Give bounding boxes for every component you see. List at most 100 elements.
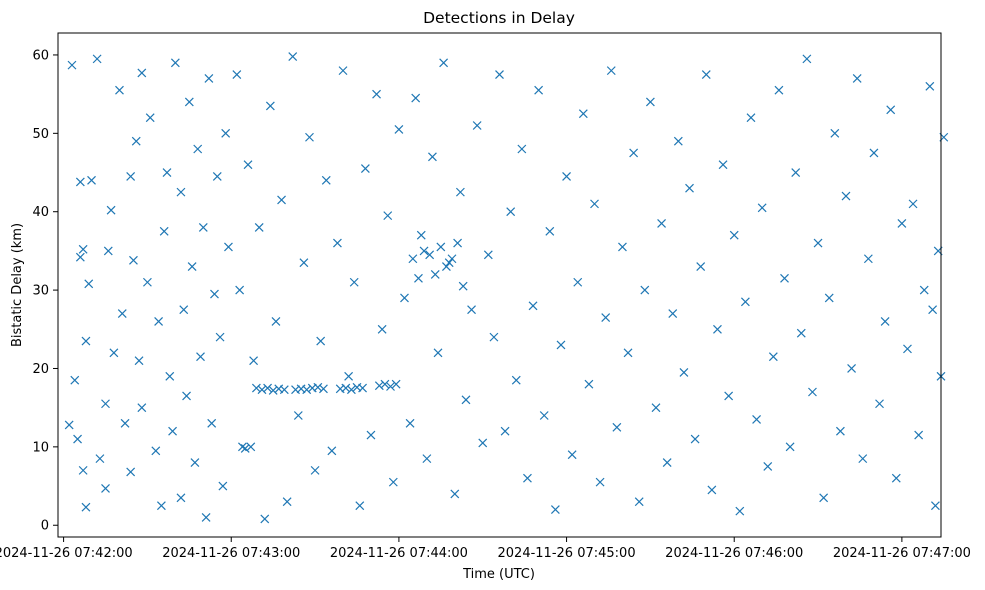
- y-axis: 0 10 20 30 40 50 60: [32, 48, 58, 534]
- scatter-point: [651, 403, 661, 413]
- scatter-point: [288, 52, 298, 61]
- scatter-point: [126, 467, 136, 477]
- scatter-point: [268, 386, 278, 395]
- scatter-point: [313, 382, 323, 392]
- scatter-point: [257, 385, 267, 395]
- scatter-point: [305, 132, 314, 142]
- plot-frame: [57, 32, 942, 538]
- scatter-point: [204, 74, 214, 83]
- scatter-point: [81, 336, 91, 346]
- scatter-point: [338, 66, 348, 76]
- scatter-point: [645, 97, 655, 107]
- scatter-point: [75, 252, 85, 262]
- scatter-point: [235, 285, 245, 295]
- scatter-point: [500, 426, 510, 436]
- scatter-point: [562, 172, 571, 181]
- scatter-point: [612, 422, 622, 432]
- scatter-point: [523, 473, 532, 483]
- scatter-point: [405, 418, 415, 428]
- scatter-point: [808, 387, 817, 397]
- scatter-point: [360, 164, 370, 174]
- x-tick-label: 2024-11-26 07:46:00: [665, 546, 803, 561]
- scatter-point: [168, 426, 177, 436]
- scatter-point: [629, 148, 639, 158]
- scatter-point: [441, 262, 451, 272]
- scatter-point: [73, 434, 82, 444]
- scatter-point: [137, 403, 147, 413]
- scatter-point: [64, 420, 74, 430]
- x-tick-label: 2024-11-26 07:43:00: [162, 546, 300, 561]
- scatter-point: [101, 399, 110, 409]
- scatter-point: [740, 297, 750, 307]
- scatter-point: [137, 68, 147, 78]
- scatter-point: [198, 222, 208, 232]
- scatter-point: [218, 481, 228, 491]
- scatter-point: [210, 289, 219, 299]
- scatter-point: [685, 183, 694, 193]
- scatter-point: [179, 305, 189, 315]
- scatter-point: [752, 415, 762, 424]
- scatter-point: [87, 175, 96, 185]
- scatter-point: [386, 382, 395, 391]
- scatter-point: [349, 277, 359, 287]
- scatter-point: [478, 438, 488, 448]
- scatter-point: [190, 458, 200, 467]
- scatter-point: [433, 348, 443, 358]
- scatter-point: [813, 238, 823, 248]
- scatter-point: [746, 113, 756, 123]
- scatter-point: [327, 446, 337, 456]
- scatter-point: [567, 450, 577, 460]
- scatter-point: [263, 383, 272, 393]
- scatter-point: [293, 411, 303, 420]
- x-tick-label: 2024-11-26 07:45:00: [498, 546, 636, 561]
- scatter-point: [511, 375, 521, 385]
- scatter-point: [321, 175, 331, 185]
- scatter-point: [668, 309, 678, 319]
- scatter-point: [455, 187, 465, 197]
- scatter-point: [391, 379, 401, 389]
- x-tick-label: 2024-11-26 07:47:00: [833, 546, 971, 561]
- scatter-point: [713, 324, 722, 334]
- scatter-point: [400, 293, 409, 303]
- scatter-point: [221, 128, 231, 138]
- scatter-point: [550, 505, 560, 514]
- scatter-point: [187, 262, 197, 272]
- scatter-point: [232, 70, 242, 79]
- scatter-point: [377, 324, 387, 334]
- scatter-point: [117, 309, 127, 319]
- scatter-point: [595, 477, 605, 487]
- scatter-point: [394, 124, 404, 134]
- scatter-point: [729, 230, 739, 240]
- scatter-point: [461, 395, 471, 405]
- scatter-point: [618, 242, 627, 252]
- scatter-point: [131, 136, 141, 146]
- scatter-point: [115, 85, 124, 95]
- scatter-point: [869, 148, 879, 158]
- scatter-point: [573, 277, 583, 287]
- scatter-point: [70, 375, 80, 385]
- scatter-point: [430, 269, 440, 279]
- scatter-point: [450, 489, 460, 499]
- scatter-point: [425, 250, 435, 260]
- scatter-point: [657, 219, 666, 228]
- scatter-point: [606, 66, 616, 76]
- x-tick-label: 2024-11-26 07:42:00: [0, 546, 133, 561]
- scatter-point: [724, 391, 734, 401]
- scatter-point: [333, 238, 342, 248]
- scatter-point: [785, 442, 795, 452]
- scatter-point: [852, 74, 862, 83]
- scatter-point: [414, 273, 423, 283]
- scatter-point: [145, 113, 155, 123]
- scatter-point: [914, 430, 924, 440]
- scatter-point: [696, 262, 706, 272]
- scatter-point: [129, 255, 138, 265]
- plot-area: [64, 52, 949, 524]
- scatter-point: [796, 328, 806, 338]
- scatter-point: [260, 514, 270, 524]
- scatter-point: [517, 144, 527, 154]
- scatter-point: [366, 430, 376, 440]
- scatter-point: [467, 305, 476, 315]
- scatter-point: [458, 281, 468, 291]
- scatter-point: [154, 317, 164, 326]
- scatter-point: [212, 172, 222, 181]
